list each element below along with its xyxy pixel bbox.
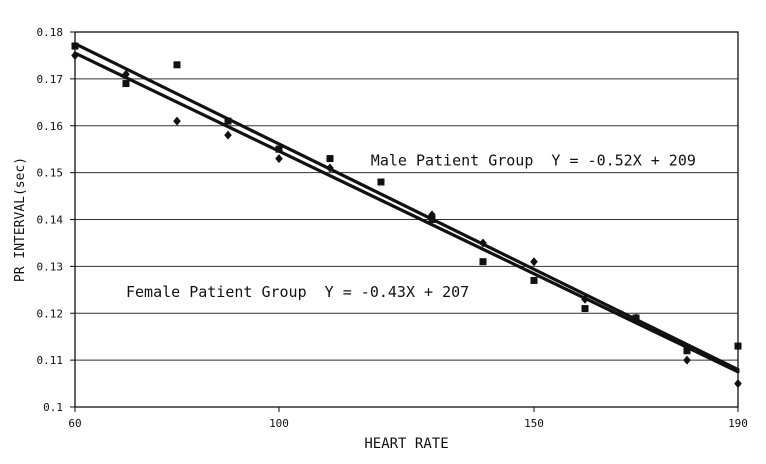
diamond-data-point [224,130,232,140]
square-data-point [122,80,130,88]
female-regression-annotation: Female Patient Group Y = -0.43X + 207 [126,283,469,301]
y-tick-label: 0.15 [37,167,64,180]
diamond-data-point [71,50,79,60]
x-tick-label: 100 [269,417,289,430]
y-tick-label: 0.11 [37,354,64,367]
square-data-point [683,347,691,355]
square-data-point [581,305,589,313]
x-tick-label: 150 [524,417,544,430]
y-tick-label: 0.16 [37,120,64,133]
square-data-point [224,117,232,125]
square-data-point [632,314,640,322]
trendlines [73,42,740,374]
diamond-data-point [530,257,538,267]
square-data-point [326,155,334,163]
y-tick-label: 0.18 [37,26,64,39]
diamond-data-point [683,355,691,365]
regression-line [73,51,740,374]
tick-labels: 0.1 0.11 0.12 0.13 0.14 0.15 0.16 0.17 0.18 60 100… [37,26,748,430]
square-data-point [71,42,79,50]
diamond-data-point [122,69,130,79]
y-tick-label: 0.14 [37,214,64,227]
male-regression-annotation: Male Patient Group Y = -0.52X + 209 [371,152,696,170]
diamond-data-point [581,294,589,304]
regression-line [73,42,740,372]
square-data-point [173,61,181,69]
square-data-point [734,342,742,350]
x-tick-label: 190 [728,417,748,430]
diamond-data-point [173,116,181,126]
diamond-data-point [275,154,283,164]
x-axis-label: HEART RATE [364,436,448,452]
diamond-data-point [479,238,487,248]
y-tick-label: 0.12 [37,307,64,320]
y-tick-label: 0.17 [37,73,64,86]
square-data-point [377,178,385,186]
x-tick-label: 60 [68,417,81,430]
square-data-point [428,216,436,223]
data-points [71,42,742,389]
square-data-point [479,258,487,266]
diamond-data-point [734,379,742,389]
axes [70,31,739,412]
diamond-data-point [326,163,334,173]
y-tick-label: 0.13 [37,260,64,273]
y-axis-label: PR INTERVAL(sec) [13,157,28,282]
gridlines [75,31,738,361]
square-data-point [275,145,283,153]
square-data-point [530,276,538,284]
y-tick-label: 0.1 [43,401,63,414]
